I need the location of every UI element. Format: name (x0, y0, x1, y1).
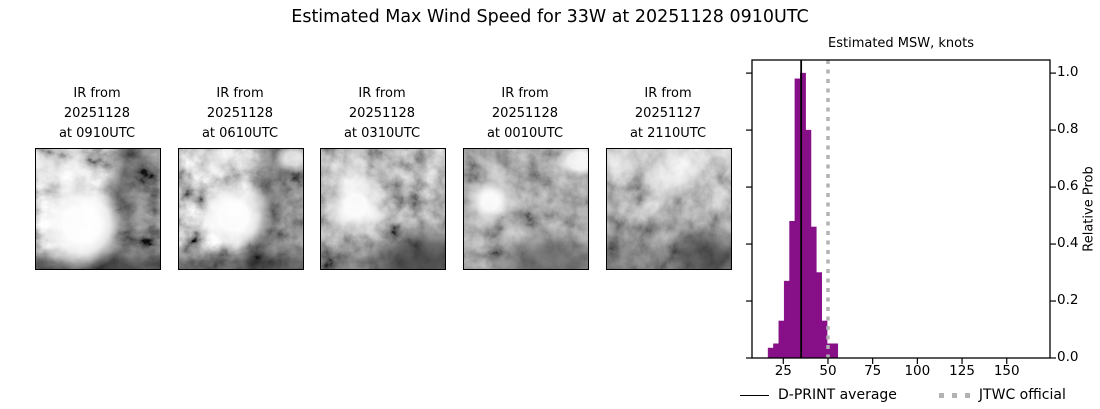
ir-satellite-image (606, 148, 732, 270)
histogram-bar (789, 221, 796, 359)
dprint-line-sample-icon (740, 394, 769, 396)
legend-dprint-label: D-PRINT average (778, 387, 897, 403)
histogram-bar (794, 78, 801, 359)
storm-cloud-blob (36, 149, 160, 269)
ir-panel: IR from 20251128 at 0310UTC (320, 84, 446, 270)
histogram-bar (810, 226, 817, 359)
ir-image-label: IR from 20251128 at 0010UTC (463, 84, 587, 144)
histogram-bar (778, 320, 785, 359)
x-tick-label: 50 (819, 363, 837, 379)
page-title: Estimated Max Wind Speed for 33W at 2025… (291, 7, 809, 27)
ir-panel: IR from 20251128 at 0610UTC (178, 84, 304, 270)
x-tick-label: 25 (774, 363, 792, 379)
y-tick-label: 1.0 (1057, 64, 1079, 81)
histogram-bar (832, 343, 839, 359)
ir-label-line: 20251128 (63, 106, 131, 121)
ir-label-line: at 2110UTC (629, 126, 707, 141)
x-tick-label: 100 (904, 363, 931, 379)
ir-label-line: 20251128 (206, 106, 274, 121)
legend-jtwc-label: JTWC official (978, 387, 1066, 403)
histogram-bar (773, 343, 780, 359)
ir-label-line: at 0610UTC (201, 126, 279, 141)
storm-cloud-blob (179, 149, 303, 269)
storm-cloud-blob (321, 149, 445, 269)
ir-label-line: 20251128 (491, 106, 559, 121)
plot-frame (751, 59, 1051, 359)
x-tick-label: 75 (864, 363, 882, 379)
ir-satellite-image (320, 148, 446, 270)
x-tick-label: 150 (993, 363, 1020, 379)
ir-label-line: IR from (501, 86, 549, 101)
ir-image-label: IR from 20251128 at 0610UTC (178, 84, 302, 144)
chart-title: Estimated MSW, knots (828, 36, 974, 51)
ir-satellite-image (35, 148, 161, 270)
ir-label-line: at 0010UTC (486, 126, 564, 141)
ir-label-line: at 0310UTC (343, 126, 421, 141)
ir-satellite-image (463, 148, 589, 270)
chart-legend: D-PRINT average JTWC official (740, 386, 1066, 404)
ir-panel: IR from 20251127 at 2110UTC (606, 84, 732, 270)
y-tick-label: 0.8 (1057, 121, 1079, 138)
ir-label-line: IR from (73, 86, 121, 101)
ir-label-line: IR from (216, 86, 264, 101)
y-tick-label: 0.4 (1057, 235, 1079, 252)
ir-label-line: 20251128 (348, 106, 416, 121)
ir-label-line: at 0910UTC (58, 126, 136, 141)
y-tick-label: 0.2 (1057, 292, 1079, 309)
ir-image-label: IR from 20251127 at 2110UTC (606, 84, 730, 144)
ir-satellite-image (178, 148, 304, 270)
ir-label-line: 20251127 (634, 106, 702, 121)
ir-image-label: IR from 20251128 at 0310UTC (320, 84, 444, 144)
msw-histogram-plot (746, 59, 1056, 364)
ir-image-label: IR from 20251128 at 0910UTC (35, 84, 159, 144)
y-tick-label: 0.0 (1057, 349, 1079, 365)
histogram-bar (767, 347, 774, 359)
histogram-bar (816, 272, 822, 359)
ir-panel: IR from 20251128 at 0910UTC (35, 84, 161, 270)
y-tick-label: 0.6 (1057, 178, 1079, 195)
ir-label-line: IR from (644, 86, 692, 101)
x-tick-label: 125 (949, 363, 975, 379)
jtwc-dotted-line-sample-icon (938, 392, 970, 398)
storm-cloud-blob (607, 149, 731, 269)
ir-panel: IR from 20251128 at 0010UTC (463, 84, 589, 270)
histogram-bar (783, 280, 790, 359)
histogram-bar (805, 129, 812, 359)
storm-cloud-blob (464, 149, 588, 269)
ir-label-line: IR from (358, 86, 406, 101)
